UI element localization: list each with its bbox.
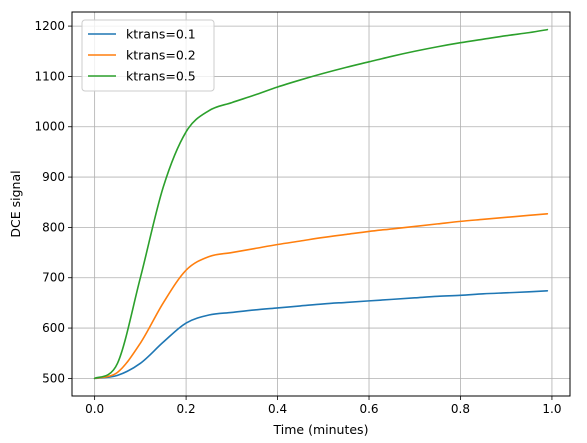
legend: ktrans=0.1 ktrans=0.2 ktrans=0.5 — [81, 19, 215, 92]
y-axis-label: DCE signal — [8, 170, 23, 237]
x-tick-label: 0.2 — [177, 402, 196, 416]
series-line-1 — [93, 290, 549, 380]
y-tick-label: 800 — [42, 220, 65, 234]
y-tick-label: 700 — [42, 271, 65, 285]
x-tick-label: 0.8 — [451, 402, 470, 416]
y-tick-label: 1100 — [34, 69, 65, 83]
x-axis-label: Time (minutes) — [273, 422, 369, 437]
y-tick-label: 1000 — [34, 120, 65, 134]
plot-frame — [71, 11, 571, 397]
y-tick-label: 500 — [42, 371, 65, 385]
y-tick-label: 600 — [42, 321, 65, 335]
x-tick-label: 1.0 — [542, 402, 561, 416]
legend-entry: ktrans=0.1 — [126, 27, 196, 42]
legend-box — [81, 19, 215, 92]
legend-entry: ktrans=0.5 — [126, 69, 196, 84]
x-tick-label: 0.4 — [268, 402, 287, 416]
x-tick-label: 0.6 — [359, 402, 378, 416]
grid — [72, 12, 570, 396]
legend-entry: ktrans=0.2 — [126, 48, 196, 63]
plot-lines — [93, 28, 549, 380]
y-tick-label: 1200 — [34, 19, 65, 33]
x-tick-label: 0.0 — [85, 402, 104, 416]
series-line-3 — [93, 28, 549, 380]
axis-ticks: 0.0 0.2 0.4 0.6 0.8 1.0 500 600 700 800 900 1000 110… — [34, 19, 561, 416]
y-tick-label: 900 — [42, 170, 65, 184]
series-line-2 — [93, 213, 549, 380]
